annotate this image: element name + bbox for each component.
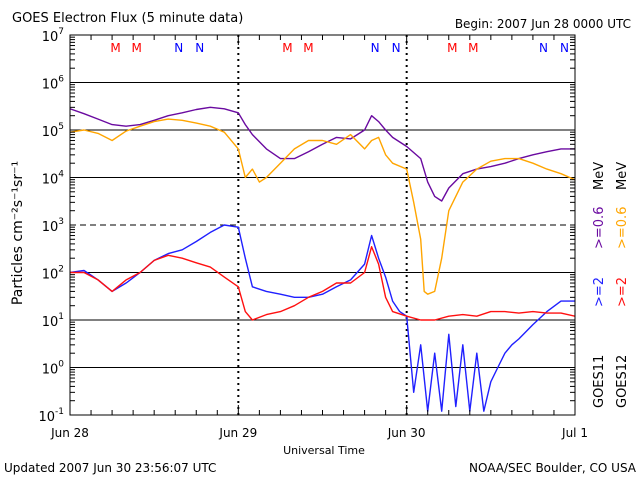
marker-n: N xyxy=(560,41,569,55)
y-tick-exponent: 7 xyxy=(58,27,64,37)
plot-frame xyxy=(69,34,576,416)
y-tick-exponent: 5 xyxy=(58,122,64,132)
x-tick-label: Jun 30 xyxy=(387,426,426,440)
y-tick-base: 10 xyxy=(42,30,59,45)
legend-unit-1: MeV xyxy=(592,162,607,190)
y-tick-label: 103 xyxy=(42,217,64,235)
marker-n: N xyxy=(195,41,204,55)
marker-n: N xyxy=(539,41,548,55)
updated-timestamp: Updated 2007 Jun 30 23:56:07 UTC xyxy=(4,461,216,475)
y-tick-label: 10-1 xyxy=(38,407,64,425)
x-tick-label: Jul 1 xyxy=(561,426,588,440)
marker-m: M xyxy=(110,41,120,55)
y-tick-base: 10 xyxy=(42,125,59,140)
chart-title: GOES Electron Flux (5 minute data) xyxy=(12,11,243,26)
legend-unit-2: MeV xyxy=(615,162,630,190)
legend-goes12: GOES12 xyxy=(615,355,630,408)
marker-m: M xyxy=(447,41,457,55)
x-axis-label: Universal Time xyxy=(283,444,365,457)
plot-series xyxy=(70,106,575,412)
y-tick-label: 100 xyxy=(42,360,65,378)
marker-m: M xyxy=(131,41,141,55)
y-tick-label: 105 xyxy=(42,122,64,140)
marker-m: M xyxy=(303,41,313,55)
y-tick-base: 10 xyxy=(42,220,59,235)
marker-n: N xyxy=(371,41,380,55)
series-line-3 xyxy=(70,224,575,412)
x-tick-label: Jun 28 xyxy=(50,426,89,440)
y-tick-base: 10 xyxy=(42,173,59,188)
series-line-2 xyxy=(70,118,575,295)
y-tick-label: 102 xyxy=(42,265,64,283)
legend-gt2-goes11: >=2 xyxy=(592,277,607,307)
marker-n: N xyxy=(174,41,183,55)
marker-m: M xyxy=(468,41,478,55)
y-tick-exponent: 3 xyxy=(58,217,64,227)
y-tick-label: 104 xyxy=(42,170,65,188)
marker-m: M xyxy=(282,41,292,55)
y-tick-base: 10 xyxy=(42,315,59,330)
marker-n: N xyxy=(392,41,401,55)
y-axis-label: Particles cm⁻²s⁻¹sr⁻¹ xyxy=(10,161,26,305)
y-tick-label: 101 xyxy=(42,312,64,330)
y-tick-base: 10 xyxy=(42,78,59,93)
grid-lines xyxy=(70,35,575,415)
legend-gt06-goes12: >=0.6 xyxy=(615,207,630,249)
x-tick-label: Jun 29 xyxy=(218,426,257,440)
y-tick-exponent: -1 xyxy=(55,407,64,417)
credit-text: NOAA/SEC Boulder, CO USA xyxy=(469,461,637,475)
y-tick-label: 107 xyxy=(42,27,64,45)
legend-gt2-goes12: >=2 xyxy=(615,277,630,307)
y-tick-base: 10 xyxy=(42,268,59,283)
y-tick-label: 106 xyxy=(42,75,65,93)
y-tick-exponent: 6 xyxy=(58,75,64,85)
y-tick-base: 10 xyxy=(38,410,55,425)
legend-goes11: GOES11 xyxy=(592,355,607,408)
series-line-1 xyxy=(70,106,575,202)
y-tick-base: 10 xyxy=(42,363,59,378)
legend-gt06-goes11: >=0.6 xyxy=(592,207,607,249)
y-tick-exponent: 1 xyxy=(58,312,64,322)
begin-date: Begin: 2007 Jun 28 0000 UTC xyxy=(455,17,631,31)
y-tick-exponent: 2 xyxy=(58,265,64,275)
y-tick-exponent: 0 xyxy=(58,360,64,370)
series-line-4 xyxy=(70,246,575,321)
y-tick-exponent: 4 xyxy=(58,170,64,180)
right-legend: >=2 >=0.6 MeV >=2 >=0.6 MeV GOES11 GOES1… xyxy=(592,162,630,408)
